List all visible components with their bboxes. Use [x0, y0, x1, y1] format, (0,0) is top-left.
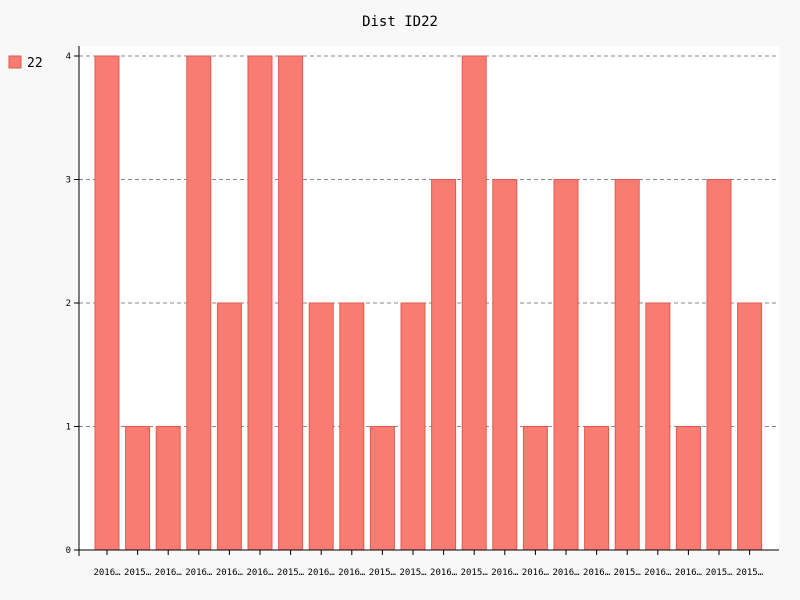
- bar-1[interactable]: [125, 426, 151, 551]
- x-tick-label: 2015…: [461, 568, 489, 578]
- chart-title: Dist ID22: [362, 14, 438, 30]
- bar-11[interactable]: [431, 179, 457, 551]
- bar-3[interactable]: [186, 55, 212, 551]
- bar-14[interactable]: [522, 426, 548, 551]
- x-tick-label: 2016…: [185, 568, 213, 578]
- bar-21[interactable]: [737, 302, 763, 551]
- x-tick-label: 2015…: [614, 568, 642, 578]
- bar-10[interactable]: [400, 302, 426, 551]
- x-tick-label: 2016…: [675, 568, 703, 578]
- bar-5[interactable]: [247, 55, 273, 551]
- x-tick-label: 2016…: [338, 568, 366, 578]
- legend-label: 22: [27, 56, 43, 71]
- x-tick-label: 2016…: [552, 568, 580, 578]
- x-tick-label: 2016…: [308, 568, 336, 578]
- legend[interactable]: 22: [8, 55, 43, 71]
- bar-12[interactable]: [461, 55, 487, 551]
- bar-20[interactable]: [706, 179, 732, 551]
- y-tick-label: 1: [66, 423, 71, 433]
- x-tick-label: 2016…: [644, 568, 672, 578]
- bar-0[interactable]: [94, 55, 120, 551]
- bar-13[interactable]: [492, 179, 518, 551]
- x-tick-label: 2015…: [369, 568, 397, 578]
- y-tick-label: 3: [66, 176, 71, 186]
- bar-4[interactable]: [216, 302, 242, 551]
- x-tick-label: 2015…: [705, 568, 733, 578]
- plot-background: [79, 46, 779, 550]
- bar-16[interactable]: [584, 426, 610, 551]
- bar-7[interactable]: [308, 302, 334, 551]
- bar-18[interactable]: [645, 302, 671, 551]
- x-tick-label: 2016…: [491, 568, 519, 578]
- bar-17[interactable]: [614, 179, 640, 551]
- x-tick-label: 2016…: [216, 568, 244, 578]
- x-tick-label: 2016…: [93, 568, 121, 578]
- legend-swatch: [8, 55, 22, 69]
- x-tick-label: 2015…: [124, 568, 152, 578]
- y-tick-label: 2: [66, 299, 71, 309]
- bar-19[interactable]: [675, 426, 701, 551]
- x-tick-label: 2016…: [246, 568, 274, 578]
- y-axis-ticks: 0 1 2 3 4: [66, 52, 79, 556]
- x-tick-label: 2016…: [155, 568, 183, 578]
- x-tick-label: 2015…: [399, 568, 427, 578]
- y-tick-label: 4: [66, 52, 71, 62]
- x-tick-label: 2016…: [430, 568, 458, 578]
- x-tick-label: 2015…: [736, 568, 764, 578]
- bar-2[interactable]: [155, 426, 181, 551]
- x-tick-label: 2016…: [522, 568, 550, 578]
- axes: [78, 46, 779, 556]
- bar-15[interactable]: [553, 179, 579, 551]
- x-axis-ticks: 2016… 2015… 2016… 2016… 2016… 2016… 2015… 2016……: [93, 550, 764, 578]
- bar-6[interactable]: [278, 55, 304, 551]
- x-tick-label: 2015…: [277, 568, 305, 578]
- x-tick-label: 2016…: [583, 568, 611, 578]
- bar-8[interactable]: [339, 302, 365, 551]
- y-tick-label: 0: [66, 546, 71, 556]
- bar-9[interactable]: [369, 426, 395, 551]
